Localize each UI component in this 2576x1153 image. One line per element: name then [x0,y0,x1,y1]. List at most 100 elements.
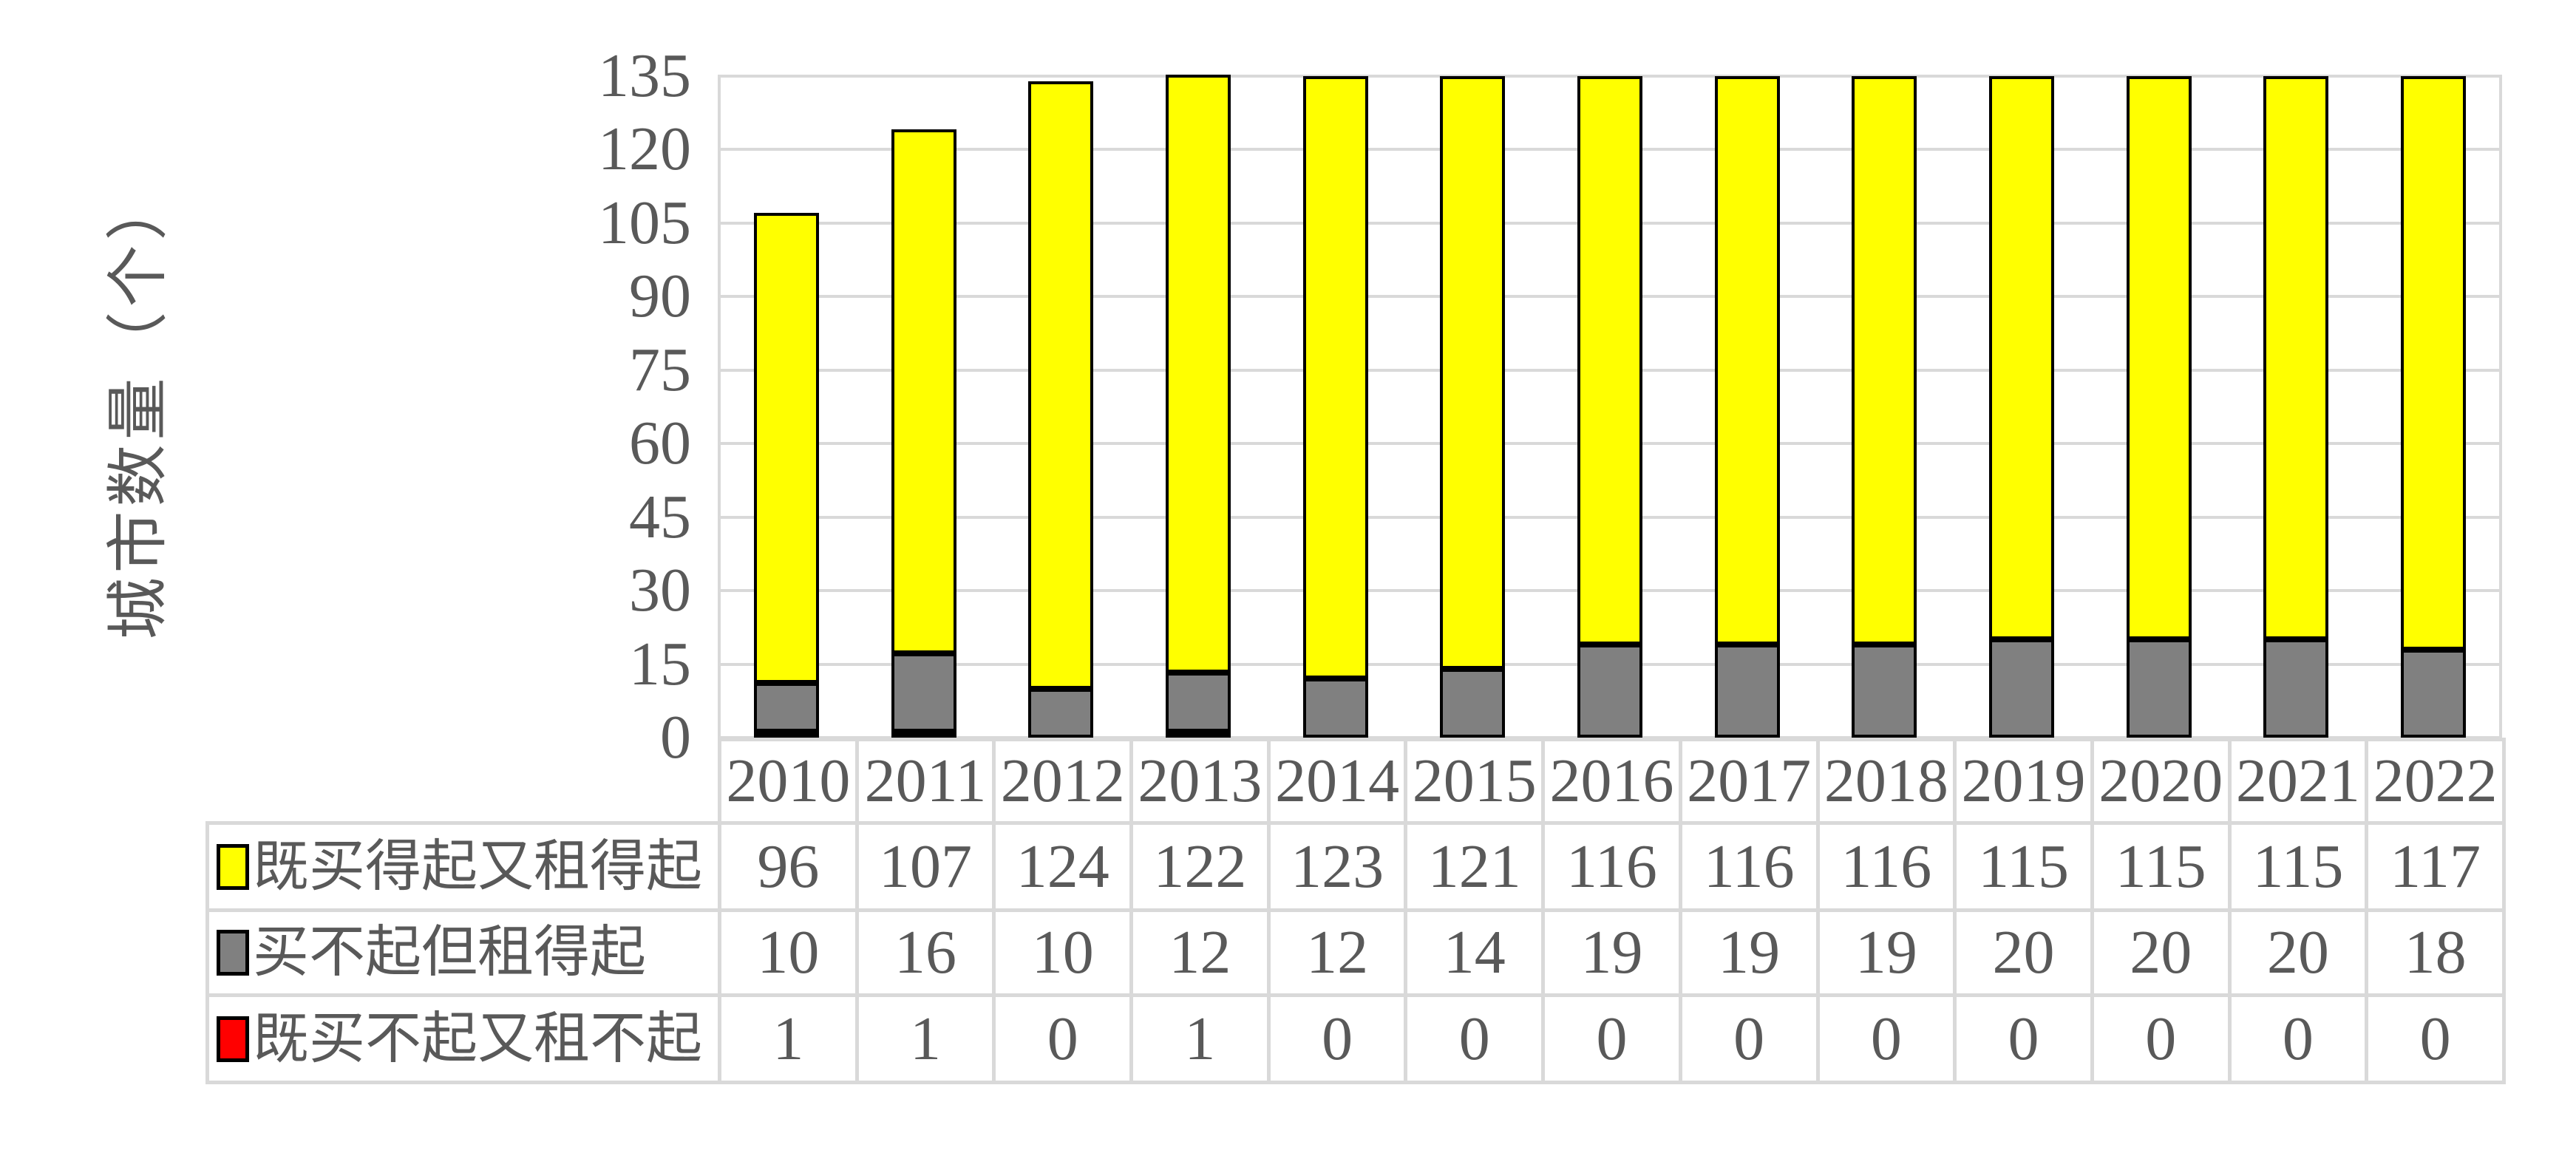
legend-key-swatch-icon [217,1016,249,1062]
value-cell: 115 [1953,821,2094,912]
year-cell: 2020 [2090,738,2232,825]
bar-segment-series1 [1028,689,1094,738]
value-cell: 124 [992,821,1134,912]
y-tick-label: 45 [629,482,691,551]
year-cell: 2018 [1815,738,1957,825]
bar-segment-series1 [1714,644,1780,738]
y-tick-label: 75 [629,335,691,404]
bar-stack-2016 [1577,76,1642,738]
bar-stack-2015 [1440,76,1506,738]
legend-key-swatch-icon [217,843,249,890]
value-cell: 115 [2227,821,2369,912]
year-cell: 2022 [2365,738,2506,825]
bar-stack-2020 [2126,76,2192,738]
y-axis-title: 城市数量（个） [63,76,203,738]
bar-stack-2011 [891,129,956,738]
year-cell: 2019 [1953,738,2094,825]
bar-segment-series2 [891,732,956,738]
value-cell: 19 [1815,908,1957,997]
value-cell: 10 [992,908,1134,997]
value-cell: 20 [2227,908,2369,997]
bar-stack-2021 [2263,76,2329,738]
legend-label: 既买不起又租不起 [253,1007,702,1070]
value-cell: 20 [1953,908,2094,997]
bar-segment-series1 [1852,644,1917,738]
legend-cell-series2: 既买不起又租不起 [205,993,721,1084]
value-cell: 107 [854,821,996,912]
plot-area [718,75,2502,739]
bar-segment-series0 [2263,76,2329,639]
bar-segment-series1 [2263,639,2329,738]
value-cell: 0 [1266,993,1408,1084]
bar-segment-series1 [2401,650,2467,738]
value-cell: 123 [1266,821,1408,912]
bar-segment-series1 [891,653,956,732]
plot-right-border [2499,75,2502,739]
y-tick-label: 60 [629,409,691,478]
legend-cell-series1: 买不起但租得起 [205,908,721,997]
bar-segment-series1 [1989,639,2055,738]
value-cell: 0 [1678,993,1820,1084]
value-cell: 121 [1404,821,1546,912]
bar-segment-series0 [1852,76,1917,644]
year-cell: 2015 [1404,738,1546,825]
value-cell: 1 [718,993,859,1084]
value-cell: 10 [718,908,859,997]
year-cell: 2021 [2227,738,2369,825]
plot-left-border [718,75,721,739]
bar-stack-2018 [1852,76,1917,738]
bar-segment-series1 [1577,644,1642,738]
table-corner-empty [208,740,720,823]
year-cell: 2012 [992,738,1134,825]
bar-segment-series2 [753,732,819,738]
legend-label: 既买得起又租得起 [253,835,702,898]
bar-stack-2017 [1714,76,1780,738]
value-cell: 12 [1129,908,1271,997]
legend-key-swatch-icon [217,930,249,976]
value-cell: 96 [718,821,859,912]
gridline [718,736,2502,739]
bar-segment-series0 [1714,76,1780,644]
value-cell: 12 [1266,908,1408,997]
y-tick-label: 0 [660,703,691,772]
value-cell: 20 [2090,908,2232,997]
y-tick-label: 105 [598,188,691,257]
bar-segment-series1 [1440,669,1506,738]
y-tick-label: 15 [629,629,691,698]
value-cell: 1 [854,993,996,1084]
value-cell: 0 [992,993,1134,1084]
bar-stack-2022 [2401,76,2467,738]
bar-stack-2012 [1028,81,1094,738]
bar-stack-2014 [1302,76,1368,738]
bar-segment-series1 [1165,673,1231,732]
legend-cell-series0: 既买得起又租得起 [205,821,721,912]
bar-segment-series0 [1989,76,2055,639]
value-cell: 0 [2227,993,2369,1084]
bar-stack-2010 [753,213,819,738]
year-cell: 2011 [854,738,996,825]
y-tick-label: 135 [598,41,691,110]
value-cell: 19 [1678,908,1820,997]
value-cell: 0 [2090,993,2232,1084]
value-cell: 122 [1129,821,1271,912]
bar-segment-series0 [1302,76,1368,678]
value-cell: 116 [1678,821,1820,912]
value-cell: 0 [1541,993,1682,1084]
legend-label: 买不起但租得起 [253,922,646,984]
year-cell: 2014 [1266,738,1408,825]
value-cell: 0 [2365,993,2506,1084]
bar-segment-series0 [1028,81,1094,689]
bar-segment-series0 [1577,76,1642,644]
y-tick-label: 90 [629,262,691,331]
value-cell: 115 [2090,821,2232,912]
year-cell: 2017 [1678,738,1820,825]
bar-segment-series0 [2401,76,2467,650]
year-cell: 2016 [1541,738,1682,825]
value-cell: 116 [1815,821,1957,912]
value-cell: 18 [2365,908,2506,997]
bar-segment-series0 [2126,76,2192,639]
bar-segment-series1 [2126,639,2192,738]
bar-stack-2013 [1165,75,1231,738]
y-tick-label: 30 [629,556,691,625]
value-cell: 19 [1541,908,1682,997]
